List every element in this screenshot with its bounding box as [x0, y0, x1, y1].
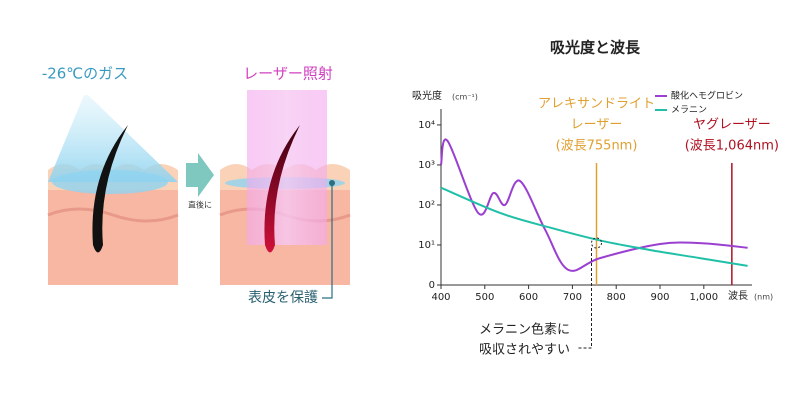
y-tick-label: 10¹ — [418, 240, 435, 251]
legend-label: 酸化ヘモグロビン — [671, 90, 743, 102]
gas-cone — [48, 95, 178, 182]
series-line — [440, 138, 748, 272]
protect-label: 表皮を保護 — [248, 290, 318, 306]
x-tick-label: 700 — [563, 292, 582, 303]
annotation-label: ヤグレーザー — [693, 118, 771, 133]
gas-label: -26℃のガス — [42, 65, 128, 83]
x-tick-label: 400 — [431, 292, 450, 303]
x-tick-label: 600 — [519, 292, 538, 303]
y-tick-label: 10² — [418, 200, 435, 211]
annotation-label: レーザー — [571, 118, 623, 133]
note-line — [578, 248, 592, 349]
series-line — [440, 186, 748, 267]
note-label: メラニン色素に — [479, 322, 570, 338]
note-marker — [591, 237, 602, 249]
chart-title: 吸光度と波長 — [550, 39, 641, 57]
illustration: -26℃のガス 直後に レーザー照射 表皮を保護 — [42, 65, 351, 306]
cooled-area — [52, 170, 168, 194]
skin-layer — [47, 207, 179, 223]
arrow-label: 直後に — [188, 200, 212, 210]
x-tick-label: 1,000 — [689, 292, 718, 303]
x-tick-label: 800 — [607, 292, 626, 303]
y-axis-unit: (cm⁻¹) — [452, 93, 478, 102]
pointer-line — [322, 183, 333, 299]
x-tick-label: 500 — [475, 292, 494, 303]
annotation-label: (波長755nm) — [556, 139, 638, 154]
note-label: 吸収されやすい — [479, 343, 570, 358]
y-tick-label: 10⁴ — [418, 120, 435, 131]
y-axis-label: 吸光度 — [412, 89, 442, 102]
x-tick-label: 900 — [650, 292, 669, 303]
hair — [264, 125, 300, 253]
x-axis-unit: (nm) — [754, 293, 773, 302]
laser-beam — [247, 90, 327, 245]
annotation-label: (波長1,064nm) — [685, 139, 779, 154]
hair — [92, 125, 128, 253]
arrow — [186, 153, 214, 197]
x-axis-label: 波長 — [728, 289, 748, 302]
y-tick-label: 10³ — [418, 160, 435, 171]
legend-label: メラニン — [671, 105, 707, 116]
annotation-label: アレキサンドライト — [538, 97, 655, 112]
y-tick-label: 0 — [429, 280, 435, 291]
laser-label: レーザー照射 — [243, 65, 333, 83]
